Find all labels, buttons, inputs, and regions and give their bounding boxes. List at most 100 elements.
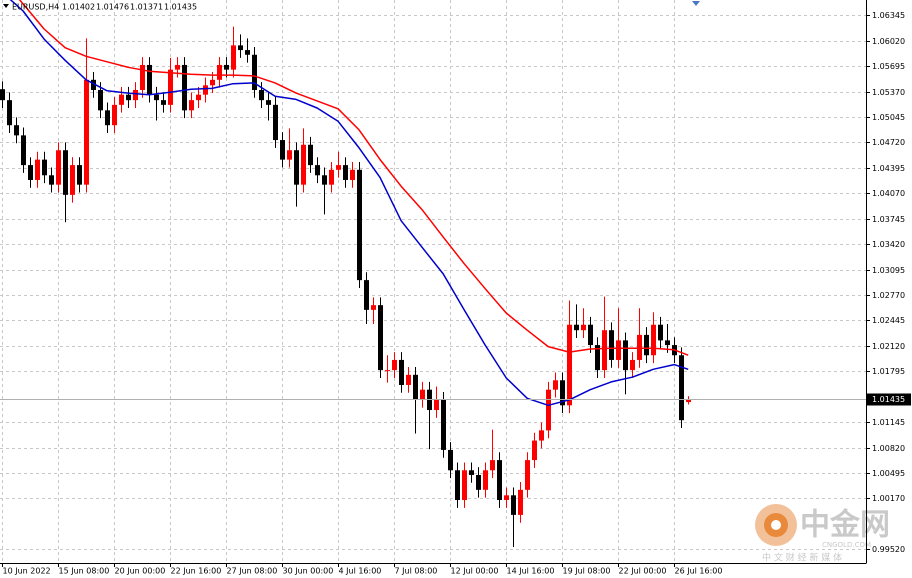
candle-body — [343, 165, 348, 180]
x-tick-label: 30 Jun 00:00 — [283, 567, 334, 576]
candle-body — [518, 489, 523, 515]
candle-body — [609, 330, 614, 360]
candle-body — [413, 374, 418, 400]
candle-body — [245, 50, 250, 55]
candle-body — [259, 89, 264, 101]
candle-body — [595, 345, 600, 371]
y-tick-label: 1.05370 — [872, 88, 905, 97]
candle-body — [539, 430, 544, 441]
candle-body — [0, 89, 5, 101]
brand: 中金网 — [800, 508, 890, 543]
candle-body — [224, 64, 229, 70]
candle-body — [154, 94, 159, 101]
y-tick-label: 1.01795 — [872, 367, 905, 376]
x-tick-label: 27 Jun 08:00 — [227, 567, 278, 576]
candle-body — [161, 100, 166, 105]
candle-body — [364, 280, 369, 310]
y-tick-label: 1.02770 — [872, 291, 905, 300]
candle-body — [329, 169, 334, 185]
candle-body — [238, 45, 243, 51]
candle-body — [630, 359, 635, 371]
candle-body — [175, 64, 180, 70]
moving-average-line — [18, 0, 689, 356]
header-high: 1.01476 — [96, 3, 129, 12]
candle-body — [350, 169, 355, 180]
y-tick-label: 0.99520 — [872, 545, 905, 554]
candle-body — [210, 79, 215, 86]
slogan: 中 文 财 经 新 媒 体 — [762, 552, 842, 564]
candle-body — [56, 150, 61, 185]
candle-body — [406, 374, 411, 385]
candle-body — [392, 359, 397, 371]
candle-body — [483, 470, 488, 490]
watermark: 中金网 CNGOLD.COM 中 文 财 经 新 媒 体 — [755, 504, 890, 564]
x-tick-label: 19 Jul 08:00 — [563, 567, 611, 576]
y-tick-label: 1.02445 — [872, 316, 905, 325]
candle-body — [560, 380, 565, 406]
candle-body — [308, 144, 313, 166]
candle-body — [378, 305, 383, 371]
header-low: 1.01371 — [130, 3, 163, 12]
candle-body — [231, 45, 236, 70]
y-tick-label: 1.04070 — [872, 189, 905, 198]
x-tick-label: 22 Jul 00:00 — [619, 567, 667, 576]
candle-body — [441, 399, 446, 450]
candle-body — [637, 334, 642, 360]
x-tick-label: 14 Jul 16:00 — [507, 567, 555, 576]
candle-body — [665, 340, 670, 346]
candle-body — [63, 150, 68, 195]
candle-body — [581, 324, 586, 331]
candle-body — [252, 54, 257, 90]
candle-body — [84, 79, 89, 185]
candle-body — [126, 94, 131, 101]
y-tick-label: 1.03420 — [872, 240, 905, 249]
axes: 1.06345 1.06020 1.05695 1.05370 1.05045 1.047… — [2, 11, 911, 576]
candle-body — [217, 64, 222, 80]
candle-body — [399, 359, 404, 385]
candle-body — [133, 89, 138, 101]
candle-body — [623, 340, 628, 371]
candle-body — [616, 340, 621, 360]
y-tick-label: 1.05695 — [872, 62, 905, 71]
candle-body — [266, 100, 271, 105]
y-tick-label: 1.06020 — [872, 37, 905, 46]
price-label-box — [867, 393, 911, 406]
candle-body — [385, 370, 390, 372]
x-tick-label: 10 Jun 2022 — [3, 567, 51, 576]
candle-body — [532, 440, 537, 461]
candle-body — [553, 380, 558, 390]
logo-dot — [771, 520, 781, 530]
x-tick-label: 4 Jul 16:00 — [339, 567, 382, 576]
header-close: 1.01435 — [164, 3, 197, 12]
candle-body — [357, 169, 362, 281]
x-tick-label: 7 Jul 08:00 — [395, 567, 438, 576]
candle-body — [189, 100, 194, 111]
candle-body — [651, 324, 656, 356]
candle-body — [14, 125, 19, 136]
candle-body — [28, 165, 33, 180]
candle-body — [567, 324, 572, 406]
candle-body — [147, 64, 152, 95]
candle-body — [448, 449, 453, 471]
candle-body — [196, 94, 201, 101]
header: EURUSD,H4 1.01402 1.01476 1.01371 1.0143… — [3, 3, 197, 12]
candle-body — [420, 389, 425, 400]
y-tick-label: 1.04395 — [872, 164, 905, 173]
candle-body — [602, 330, 607, 371]
candle-body — [203, 85, 208, 95]
x-tick-label: 15 Jun 08:00 — [59, 567, 110, 576]
candle-body — [77, 165, 82, 185]
moving-average-line — [9, 0, 689, 407]
candle-body — [644, 334, 649, 356]
header-icon — [3, 4, 9, 8]
candle-body — [301, 144, 306, 185]
header-symbol: EURUSD,H4 — [12, 3, 59, 12]
candle-body — [91, 79, 96, 90]
candle-body — [462, 470, 467, 501]
candle-body — [119, 94, 124, 105]
candle-body — [469, 470, 474, 475]
header-open: 1.01402 — [62, 3, 95, 12]
y-tick-label: 1.00495 — [872, 469, 905, 478]
candle-body — [574, 324, 579, 331]
